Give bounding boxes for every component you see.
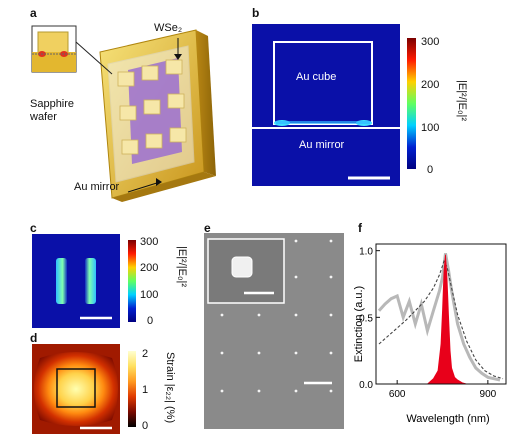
colorbar-c — [128, 240, 136, 322]
colorbar-d-tick-1: 1 — [142, 384, 149, 396]
colorbar-c-tick-300: 300 — [140, 236, 159, 248]
y-tick-label: 0.0 — [359, 380, 373, 391]
y-tick-label: 1.0 — [359, 247, 373, 258]
y-tick-label: 0.5 — [359, 313, 373, 324]
panel-c-label: c — [30, 221, 37, 235]
colorbar-b-tick-0: 0 — [427, 164, 434, 176]
series-dashed-extinction — [378, 259, 504, 380]
colorbar-c-tick-200: 200 — [140, 262, 159, 274]
panel-b-field-map — [252, 24, 400, 186]
x-axis-title: Wavelength (nm) — [406, 413, 489, 425]
panel-a-label: a — [30, 6, 37, 20]
sapphire-label-line1: Sapphire — [30, 98, 75, 110]
colorbar-b-tick-200: 200 — [421, 79, 440, 91]
y-axis-title: Extinction (a.u.) — [353, 286, 365, 362]
sapphire-label-line2: wafer — [30, 111, 57, 123]
colorbar-c-tick-100: 100 — [140, 289, 159, 301]
panel-b-label: b — [252, 6, 260, 20]
panel-d-label: d — [30, 331, 38, 345]
colorbar-d — [128, 351, 136, 427]
cube-dots — [220, 239, 333, 393]
au-mirror-side — [196, 30, 216, 176]
au-cube-array — [117, 59, 187, 155]
x-tick-label: 600 — [389, 389, 406, 400]
colorbar-d-title: Strain |ε₂₂| (%) — [164, 352, 176, 424]
panel-c-field-map — [32, 234, 120, 328]
panel-f-label: f — [358, 221, 362, 235]
colorbar-b-tick-300: 300 — [421, 36, 440, 48]
series-pl-spectrum — [426, 254, 467, 385]
wse2-label: WSe₂ — [154, 22, 183, 34]
cube-outline-d — [56, 368, 96, 408]
colorbar-b-title: |E|²/|E₀|² — [456, 80, 468, 122]
colorbar-b-tick-100: 100 — [421, 122, 440, 134]
au-cube-label: Au cube — [296, 71, 337, 83]
colorbar-b — [407, 38, 416, 169]
au-mirror-label-b: Au mirror — [299, 139, 345, 151]
series-grey-extinction — [377, 253, 501, 382]
panel-e-sem-image — [204, 233, 344, 429]
colorbar-d-tick-0: 0 — [142, 420, 149, 432]
au-mirror-label-a: Au mirror — [74, 181, 120, 193]
panel-f-chart: 0.0 0.5 1.0 600 900 Extinction (a.u.) Wavele… — [353, 243, 507, 425]
colorbar-d-tick-2: 2 — [142, 348, 149, 360]
panel-a-illustration — [31, 25, 216, 202]
plot-frame — [375, 243, 507, 385]
colorbar-c-tick-0: 0 — [147, 315, 154, 327]
panel-e-label: e — [204, 221, 211, 235]
x-tick-label: 900 — [480, 389, 497, 400]
colorbar-c-title: |E|²/|E₀|² — [176, 246, 188, 288]
panel-d-strain-map — [32, 344, 120, 434]
